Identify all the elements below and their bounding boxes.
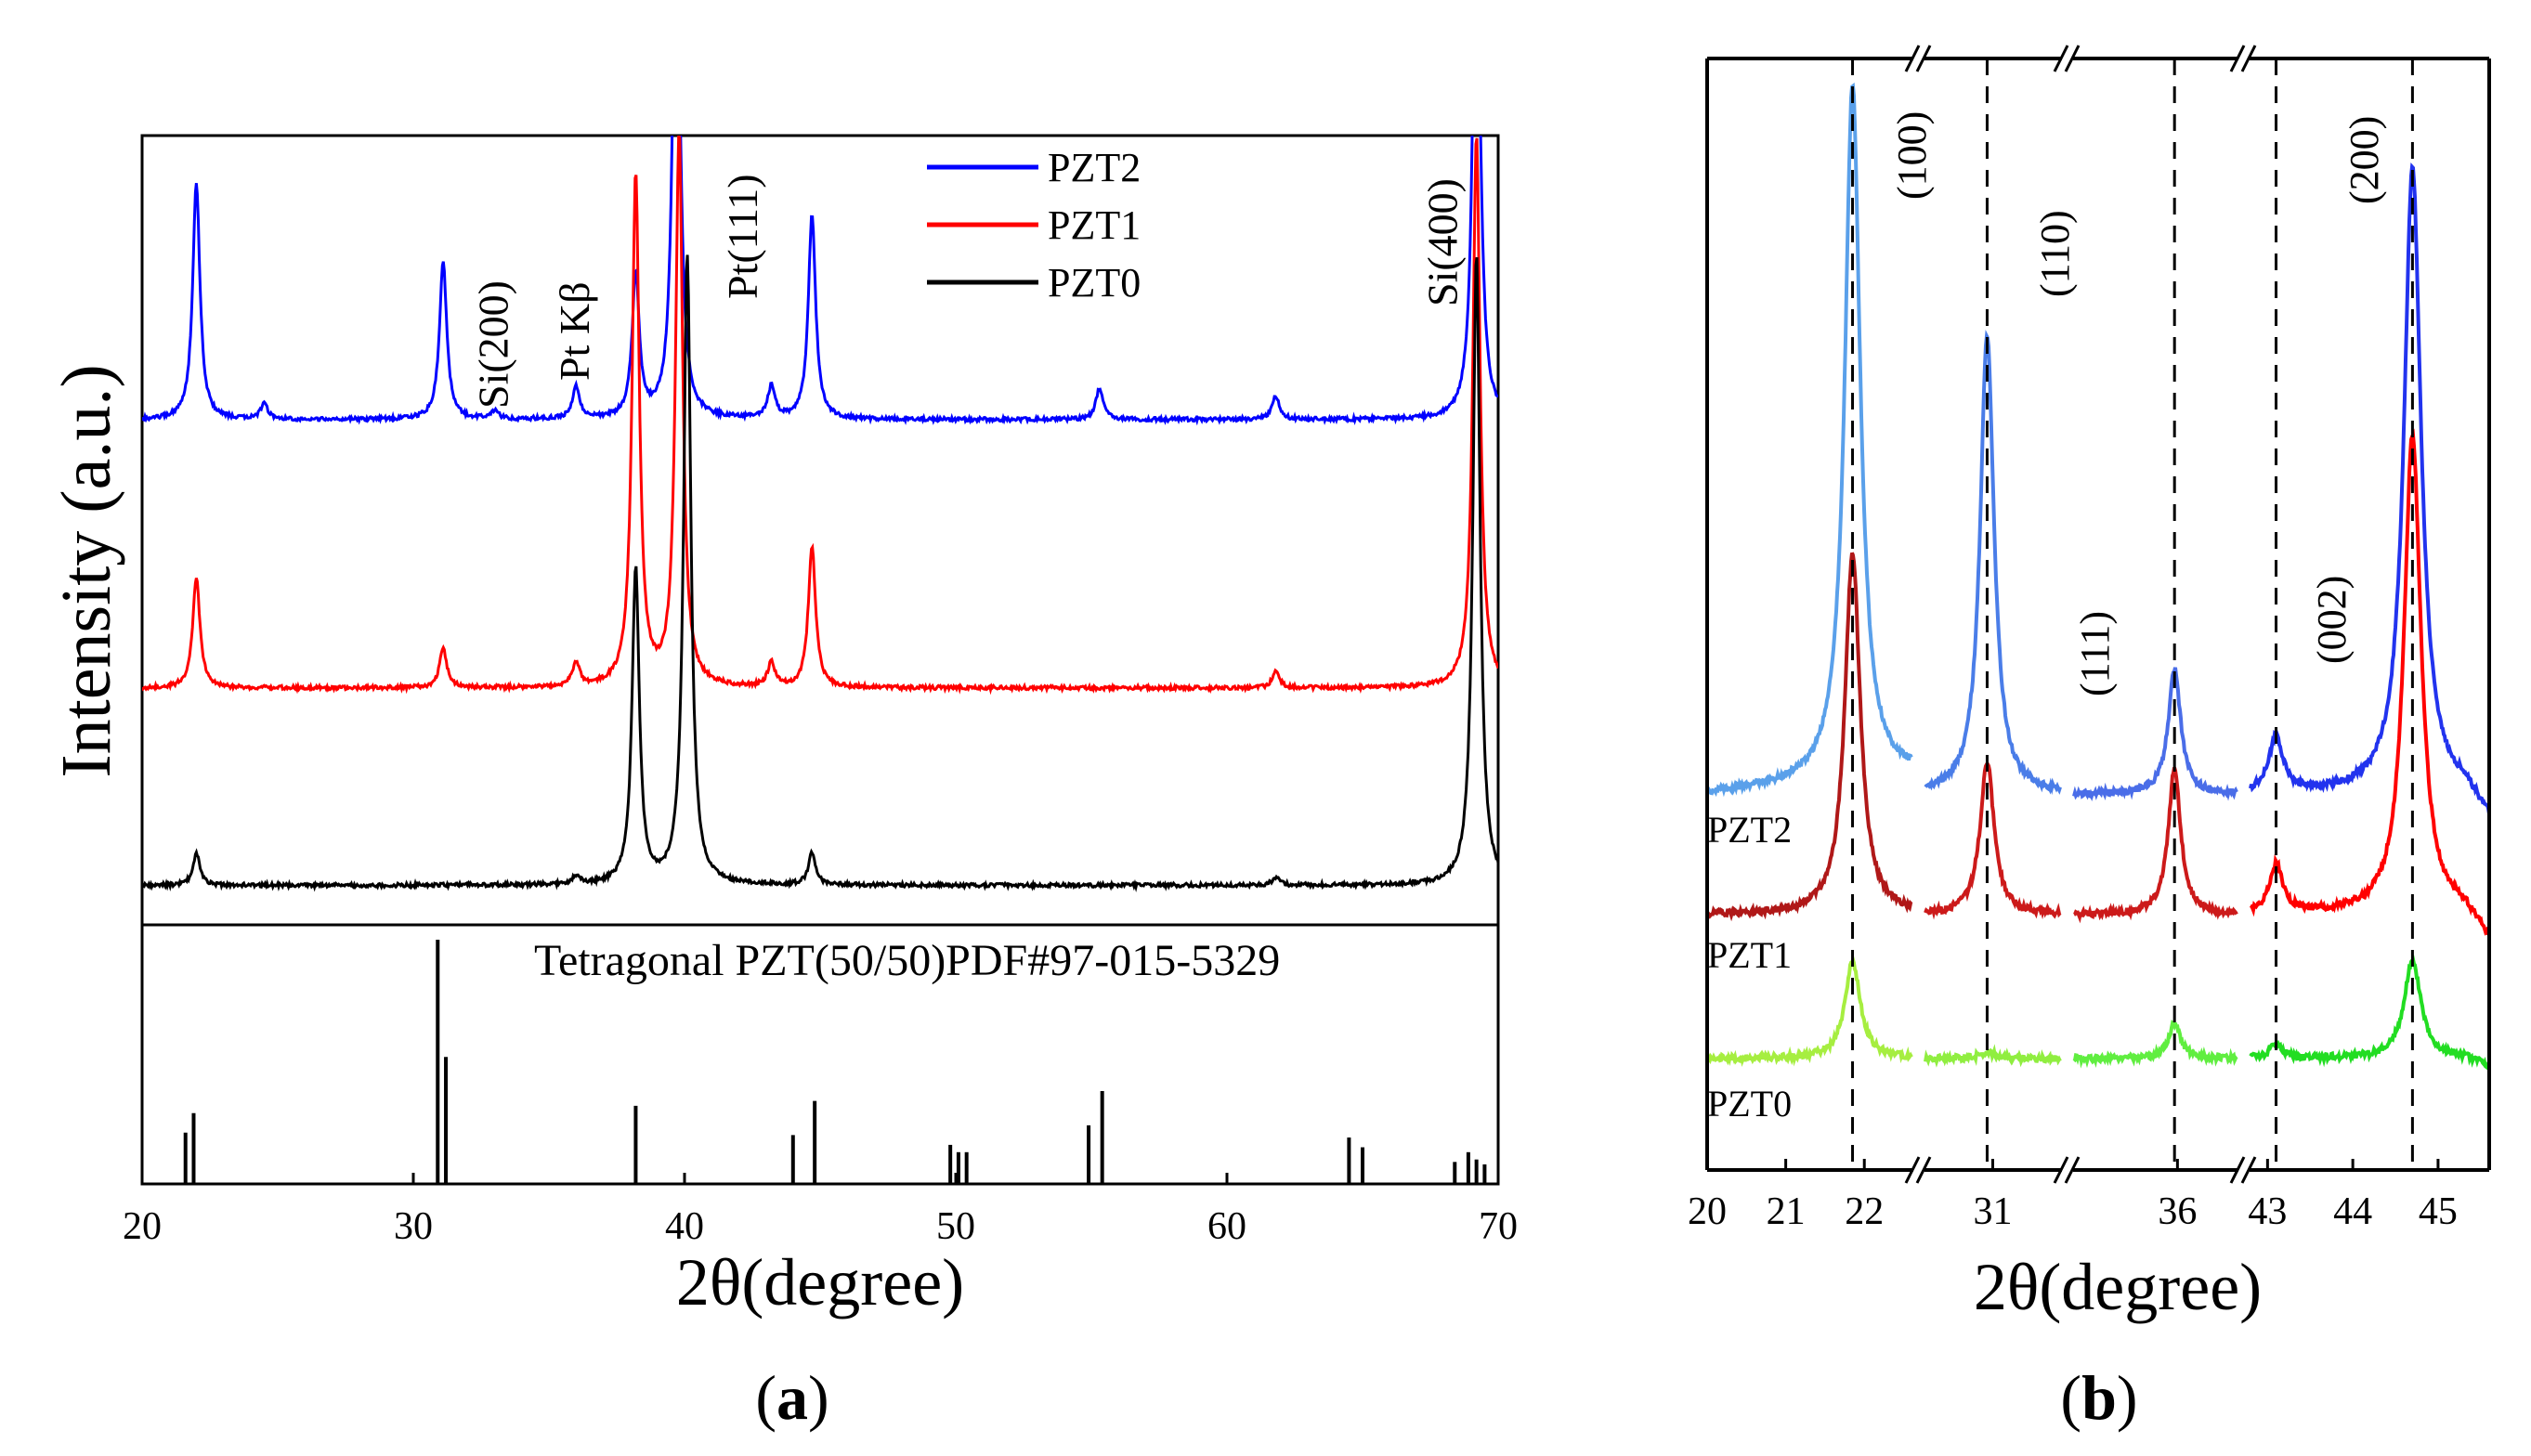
series-label-pzt2: PZT2 xyxy=(1707,809,1792,851)
panel-a-label: (a) xyxy=(755,1362,828,1433)
series-line-pzt1 xyxy=(2249,428,2491,936)
panel-a-reference-bars xyxy=(183,940,1487,1184)
x-tick-label: 36 xyxy=(2158,1190,2197,1233)
panel-b-reference-lines xyxy=(1851,58,2414,1170)
peak-annotation: Si(400) xyxy=(1419,178,1467,306)
peak-annotation: Si(200) xyxy=(470,280,517,409)
x-tick-label: 40 xyxy=(665,1205,704,1248)
series-line-pzt1 xyxy=(142,136,1498,696)
legend-label-pzt2: PZT2 xyxy=(1048,145,1141,190)
panel-b-series-labels: PZT2 PZT1 PZT0 xyxy=(1707,809,1792,1124)
series-line-pzt2 xyxy=(1924,330,2062,796)
peak-label: (100) xyxy=(1889,111,1935,200)
panel-a-plot-frame xyxy=(140,134,1500,927)
panel-b-frame xyxy=(1705,45,2491,1184)
series-label-pzt0: PZT0 xyxy=(1707,1083,1792,1124)
x-tick-label: 43 xyxy=(2248,1190,2287,1233)
panel-a-y-axis-title: Intensity (a.u.) xyxy=(47,364,125,777)
panel-a-curves xyxy=(142,136,1498,892)
panel-b-label: (b) xyxy=(2060,1362,2137,1433)
panel-a-annotations: Si(200) Pt Kβ Pt(111) Si(400) xyxy=(470,174,1467,409)
panel-b-x-axis-title: 2θ(degree) xyxy=(1974,1250,2262,1324)
panel-b-curves xyxy=(1705,82,2491,1074)
x-tick-label: 31 xyxy=(1974,1190,2013,1233)
x-tick-label: 30 xyxy=(394,1205,433,1248)
series-line-pzt1 xyxy=(1705,552,1913,922)
legend-label-pzt1: PZT1 xyxy=(1048,202,1141,248)
series-line-pzt0 xyxy=(1706,954,1913,1068)
peak-annotation: Pt Kβ xyxy=(551,282,598,382)
axis-break-mark xyxy=(2229,1156,2246,1184)
axis-break-mark xyxy=(1915,45,1932,72)
peak-label: (110) xyxy=(2032,210,2078,297)
peak-label: (200) xyxy=(2342,116,2387,204)
panel-a-ref-frame xyxy=(140,923,1500,1186)
axis-break-mark xyxy=(1915,1156,1932,1184)
axis-break-mark xyxy=(2240,45,2257,72)
series-line-pzt0 xyxy=(2249,955,2491,1074)
series-line-pzt2 xyxy=(142,136,1498,426)
axis-break-mark xyxy=(2053,1156,2069,1184)
series-line-pzt0 xyxy=(1924,1044,2062,1068)
panel-a-legend: PZT2 PZT1 PZT0 xyxy=(927,145,1141,306)
series-line-pzt0 xyxy=(2072,1019,2238,1069)
x-tick-label: 50 xyxy=(936,1205,975,1248)
x-tick-label: 70 xyxy=(1479,1205,1518,1248)
series-line-pzt2 xyxy=(2249,162,2491,814)
series-line-pzt1 xyxy=(1924,761,2062,920)
panel-b-x-ticks: 20 21 22 31 36 43 44 45 xyxy=(1688,1159,2458,1233)
axis-break-mark xyxy=(2053,45,2069,72)
series-label-pzt1: PZT1 xyxy=(1707,934,1792,976)
peak-label: (111) xyxy=(2072,611,2118,696)
panel-a-x-axis-title: 2θ(degree) xyxy=(676,1245,964,1320)
x-tick-label: 20 xyxy=(123,1205,162,1248)
series-line-pzt2 xyxy=(2072,667,2238,802)
axis-break-mark xyxy=(2229,45,2246,72)
axis-break-mark xyxy=(2064,45,2081,72)
axis-break-mark xyxy=(2064,1156,2081,1184)
axis-break-mark xyxy=(2240,1156,2257,1184)
legend-label-pzt0: PZT0 xyxy=(1048,260,1141,306)
series-line-pzt0 xyxy=(142,254,1498,892)
x-tick-label: 60 xyxy=(1207,1205,1246,1248)
x-tick-label: 20 xyxy=(1688,1190,1727,1233)
x-tick-label: 45 xyxy=(2419,1190,2458,1233)
series-line-pzt2 xyxy=(1705,82,1913,798)
axis-break-mark xyxy=(1904,1156,1921,1184)
axis-break-mark xyxy=(1904,45,1921,72)
panel-a-x-ticks: 20 30 40 50 60 70 xyxy=(123,1173,1518,1248)
panel-b-peak-labels: (100) (110) (111) (002) (200) xyxy=(1889,111,2387,696)
x-tick-label: 21 xyxy=(1767,1190,1806,1233)
peak-label: (002) xyxy=(2309,576,2355,664)
panel-a-ref-label: Tetragonal PZT(50/50)PDF#97-015-5329 xyxy=(534,936,1280,985)
peak-annotation: Pt(111) xyxy=(719,174,766,299)
series-line-pzt1 xyxy=(2073,766,2238,924)
x-tick-label: 22 xyxy=(1845,1190,1884,1233)
x-tick-label: 44 xyxy=(2333,1190,2372,1233)
panel-b: 20 21 22 31 36 43 44 45 (100) (110) (111) (002) (20… xyxy=(1688,45,2491,1433)
